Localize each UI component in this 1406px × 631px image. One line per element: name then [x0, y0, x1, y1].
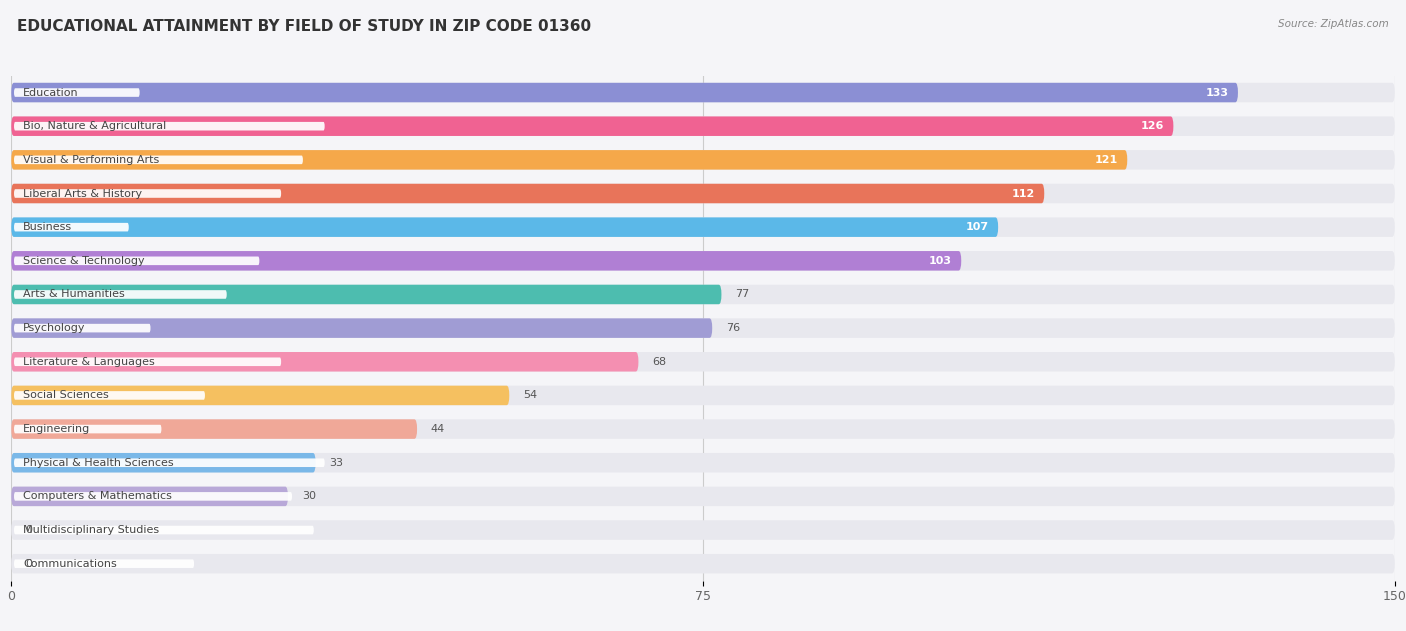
Text: 77: 77 [735, 290, 749, 300]
Text: Physical & Health Sciences: Physical & Health Sciences [24, 457, 174, 468]
FancyBboxPatch shape [11, 453, 315, 473]
FancyBboxPatch shape [11, 285, 1395, 304]
FancyBboxPatch shape [14, 324, 150, 333]
FancyBboxPatch shape [11, 117, 1395, 136]
FancyBboxPatch shape [14, 391, 205, 399]
Text: 133: 133 [1206, 88, 1229, 98]
Text: Social Sciences: Social Sciences [24, 391, 110, 401]
FancyBboxPatch shape [11, 218, 1395, 237]
Text: Arts & Humanities: Arts & Humanities [24, 290, 125, 300]
FancyBboxPatch shape [11, 251, 1395, 271]
Text: 76: 76 [725, 323, 740, 333]
FancyBboxPatch shape [11, 285, 721, 304]
FancyBboxPatch shape [11, 319, 1395, 338]
FancyBboxPatch shape [14, 425, 162, 433]
Text: 54: 54 [523, 391, 537, 401]
FancyBboxPatch shape [11, 319, 713, 338]
Text: 103: 103 [929, 256, 952, 266]
FancyBboxPatch shape [14, 526, 314, 534]
FancyBboxPatch shape [11, 352, 1395, 372]
Text: Business: Business [24, 222, 72, 232]
Text: 33: 33 [329, 457, 343, 468]
Text: Literature & Languages: Literature & Languages [24, 357, 155, 367]
FancyBboxPatch shape [14, 156, 302, 164]
FancyBboxPatch shape [11, 117, 1174, 136]
Text: 0: 0 [25, 525, 32, 535]
Text: 0: 0 [25, 558, 32, 569]
FancyBboxPatch shape [11, 420, 1395, 439]
FancyBboxPatch shape [14, 492, 292, 500]
FancyBboxPatch shape [14, 257, 259, 265]
Text: 121: 121 [1095, 155, 1118, 165]
FancyBboxPatch shape [11, 521, 1395, 540]
FancyBboxPatch shape [11, 554, 1395, 574]
FancyBboxPatch shape [11, 83, 1395, 102]
Text: Liberal Arts & History: Liberal Arts & History [24, 189, 142, 199]
Text: Science & Technology: Science & Technology [24, 256, 145, 266]
FancyBboxPatch shape [14, 358, 281, 366]
FancyBboxPatch shape [11, 453, 1395, 473]
FancyBboxPatch shape [11, 251, 962, 271]
FancyBboxPatch shape [11, 184, 1395, 203]
FancyBboxPatch shape [11, 386, 1395, 405]
FancyBboxPatch shape [14, 459, 325, 467]
Text: 112: 112 [1012, 189, 1035, 199]
FancyBboxPatch shape [11, 184, 1045, 203]
FancyBboxPatch shape [14, 223, 129, 232]
FancyBboxPatch shape [11, 218, 998, 237]
Text: Source: ZipAtlas.com: Source: ZipAtlas.com [1278, 19, 1389, 29]
FancyBboxPatch shape [14, 122, 325, 131]
Text: Computers & Mathematics: Computers & Mathematics [24, 492, 172, 502]
Text: EDUCATIONAL ATTAINMENT BY FIELD OF STUDY IN ZIP CODE 01360: EDUCATIONAL ATTAINMENT BY FIELD OF STUDY… [17, 19, 591, 34]
Text: Visual & Performing Arts: Visual & Performing Arts [24, 155, 159, 165]
Text: Psychology: Psychology [24, 323, 86, 333]
FancyBboxPatch shape [11, 487, 288, 506]
FancyBboxPatch shape [11, 386, 509, 405]
Text: Engineering: Engineering [24, 424, 90, 434]
Text: 107: 107 [966, 222, 988, 232]
Text: Education: Education [24, 88, 79, 98]
FancyBboxPatch shape [11, 352, 638, 372]
FancyBboxPatch shape [14, 88, 139, 97]
Text: 44: 44 [430, 424, 446, 434]
FancyBboxPatch shape [11, 150, 1128, 170]
FancyBboxPatch shape [14, 560, 194, 568]
Text: Bio, Nature & Agricultural: Bio, Nature & Agricultural [24, 121, 166, 131]
Text: 68: 68 [652, 357, 666, 367]
FancyBboxPatch shape [14, 290, 226, 298]
FancyBboxPatch shape [11, 150, 1395, 170]
Text: 126: 126 [1140, 121, 1164, 131]
FancyBboxPatch shape [11, 83, 1237, 102]
Text: Multidisciplinary Studies: Multidisciplinary Studies [24, 525, 159, 535]
FancyBboxPatch shape [14, 189, 281, 198]
Text: 30: 30 [302, 492, 316, 502]
Text: Communications: Communications [24, 558, 117, 569]
FancyBboxPatch shape [11, 420, 418, 439]
FancyBboxPatch shape [11, 487, 1395, 506]
